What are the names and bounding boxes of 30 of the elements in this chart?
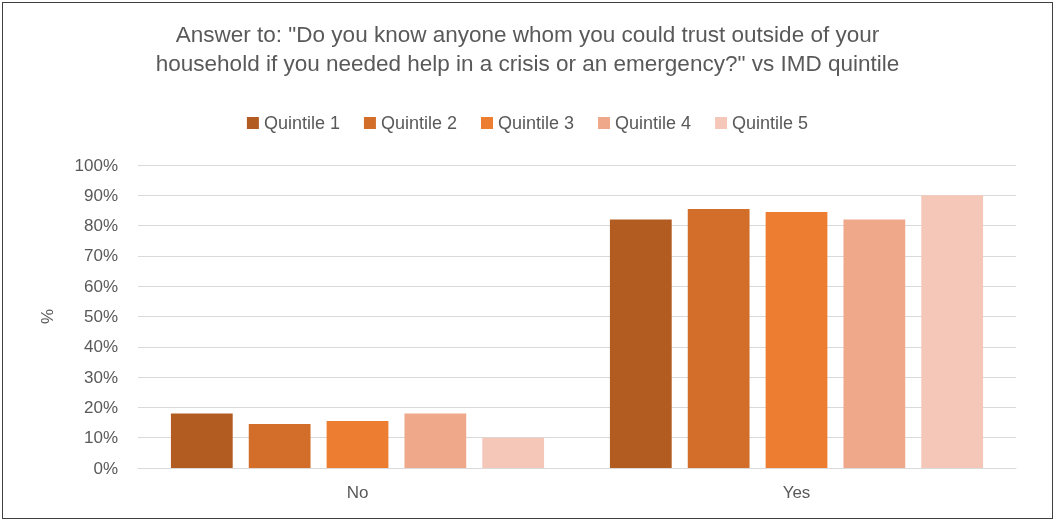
bar	[921, 195, 984, 468]
bar	[482, 437, 545, 468]
legend-label: Quintile 1	[263, 113, 340, 133]
bar	[326, 421, 389, 468]
legend-label: Quintile 2	[380, 113, 457, 133]
bar	[843, 219, 906, 468]
y-tick-label: 90%	[83, 185, 118, 205]
bar	[170, 413, 233, 468]
bar	[687, 208, 750, 468]
y-tick-label: 80%	[83, 216, 118, 236]
y-tick-label: 20%	[83, 397, 118, 417]
x-tick-label: Yes	[782, 483, 811, 502]
legend-label: Quintile 4	[615, 113, 692, 133]
y-tick-label: 100%	[74, 155, 118, 175]
legend-label: Quintile 3	[497, 113, 575, 133]
bar	[248, 424, 311, 468]
bar	[404, 413, 467, 468]
y-axis-title: %	[38, 308, 57, 325]
y-tick-label: 50%	[83, 307, 118, 326]
legend-label: Quintile 5	[732, 113, 809, 133]
y-tick-label: 0%	[93, 458, 118, 478]
x-tick-label: No	[346, 483, 369, 502]
y-tick-label: 40%	[83, 337, 118, 357]
y-tick-label: 30%	[83, 367, 118, 387]
y-tick-label: 60%	[83, 276, 118, 296]
y-tick-label: 10%	[83, 428, 118, 448]
bar	[765, 211, 828, 468]
y-tick-label: 70%	[83, 246, 118, 266]
bar	[609, 219, 672, 468]
chart-title: Answer to: "Do you know anyone whom you could trust outside of your household if you needed help in a crisis or an emergency?" vs IMD quintile	[155, 22, 900, 76]
